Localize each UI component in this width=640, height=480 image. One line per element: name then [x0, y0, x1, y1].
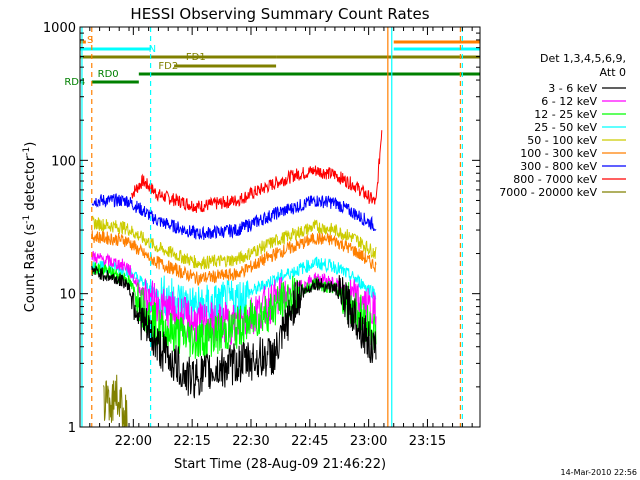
legend-entry-label: 100 - 300 keV: [520, 147, 597, 160]
x-axis-ticks: 22:00 22:15 22:30 22:45 23:00 23:15: [79, 27, 473, 449]
flag-label: FD2: [158, 61, 178, 72]
flag-label: FD1: [186, 52, 206, 63]
series-line: [131, 130, 383, 213]
footer-timestamp: 14-Mar-2010 22:56: [561, 468, 638, 477]
legend-entry-label: 12 - 25 keV: [534, 108, 597, 121]
plot-frame: [79, 26, 481, 428]
legend-entry-label: 300 - 800 keV: [520, 160, 597, 173]
x-tick-label: 23:00: [350, 434, 387, 449]
flag-label: RD0: [98, 69, 119, 80]
series-line: [91, 230, 377, 286]
legend-entry-label: 800 - 7000 keV: [513, 173, 597, 186]
x-axis-label: Start Time (28-Aug-09 21:46:22): [174, 457, 386, 472]
series-line: [91, 215, 377, 270]
legend-entry-label: 7000 - 20000 keV: [499, 186, 597, 199]
y-axis-ticks: 1 10 100 1000: [43, 21, 480, 436]
legend-header-1: Det 1,3,4,5,6,9,: [540, 52, 626, 65]
x-tick-label: 22:30: [232, 434, 269, 449]
legend-entry-label: 25 - 50 keV: [534, 121, 597, 134]
y-tick-label: 10: [59, 288, 76, 303]
legend-entry-label: 50 - 100 keV: [527, 134, 597, 147]
series-line: [91, 193, 377, 241]
series-line: [91, 265, 377, 399]
x-tick-label: 23:15: [409, 434, 446, 449]
flag-label: N: [149, 44, 156, 55]
chart-title: HESSI Observing Summary Count Rates: [130, 5, 429, 23]
flag-bars: S N FD1 FD2 RD0 RD4: [64, 35, 480, 88]
legend-entry-label: 3 - 6 keV: [548, 82, 597, 95]
y-tick-label: 1: [68, 421, 76, 436]
series-line: [103, 374, 128, 427]
series-layer: [91, 130, 383, 427]
series-line: [91, 250, 377, 346]
vertical-markers: [81, 27, 463, 427]
flag-label: RD4: [64, 77, 85, 88]
flag-label: S: [87, 35, 93, 46]
legend-header-2: Att 0: [600, 66, 626, 79]
y-tick-label: 1000: [43, 21, 76, 36]
x-tick-label: 22:15: [173, 434, 210, 449]
y-tick-label: 100: [51, 154, 76, 169]
x-tick-label: 22:00: [115, 434, 152, 449]
x-tick-label: 22:45: [291, 434, 328, 449]
legend-entry-label: 6 - 12 keV: [541, 95, 597, 108]
y-axis-label: Count Rate (s-1 detector-1): [22, 142, 38, 313]
